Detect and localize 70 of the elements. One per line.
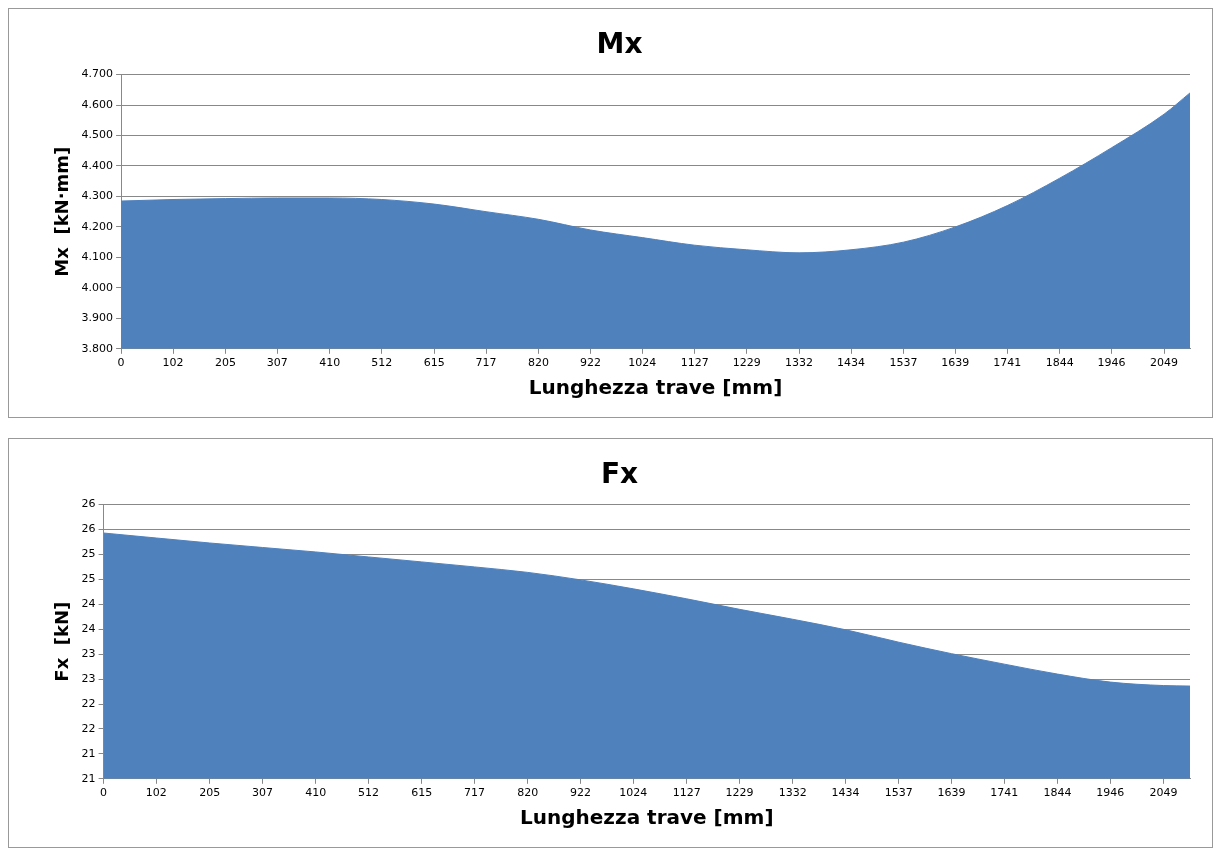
- y-tick-label: 4.500: [81, 128, 114, 142]
- x-tick-label: 1024: [619, 786, 648, 800]
- x-tick-label: 922: [570, 786, 592, 800]
- y-tick-label: 22: [81, 696, 96, 710]
- y-tick-label: 3.900: [81, 311, 114, 325]
- x-tick-label: 1844: [1043, 786, 1072, 800]
- y-tick-label: 4.000: [81, 280, 114, 294]
- y-tick-label: 4.700: [81, 67, 114, 81]
- x-tick-label: 1127: [680, 356, 709, 370]
- y-tick-label: 23: [81, 647, 96, 661]
- chart-title: Fx: [600, 457, 639, 491]
- y-tick-label: 21: [81, 771, 96, 785]
- x-tick-label: 1639: [941, 356, 970, 370]
- y-axis-title: Fx [kN]: [51, 601, 73, 682]
- x-tick-label: 102: [145, 786, 167, 800]
- x-tick-label: 820: [517, 786, 539, 800]
- x-tick-label: 0: [117, 356, 125, 370]
- y-tick-label: 25: [81, 547, 96, 561]
- x-tick-label: 307: [266, 356, 288, 370]
- y-tick-label: 26: [81, 522, 96, 536]
- x-tick-label: 922: [579, 356, 601, 370]
- x-axis-title: Lunghezza trave [mm]: [528, 375, 783, 400]
- x-tick-label: 717: [475, 356, 497, 370]
- y-tick-label: 4.100: [81, 250, 114, 264]
- x-tick-label: 1332: [785, 356, 814, 370]
- y-tick-label: 4.300: [81, 189, 114, 203]
- x-tick-label: 1844: [1045, 356, 1074, 370]
- x-tick-label: 410: [305, 786, 327, 800]
- x-tick-label: 512: [357, 786, 379, 800]
- x-tick-label: 1537: [884, 786, 913, 800]
- x-tick-label: 1024: [628, 356, 657, 370]
- x-tick-label: 410: [319, 356, 341, 370]
- x-tick-label: 1434: [837, 356, 865, 370]
- x-tick-label: 615: [423, 356, 445, 370]
- y-tick-label: 4.400: [81, 158, 114, 172]
- x-tick-label: 205: [214, 356, 236, 370]
- x-tick-label: 1639: [937, 786, 966, 800]
- y-tick-label: 4.200: [81, 219, 114, 233]
- y-tick-label: 25: [81, 572, 96, 586]
- y-tick-label: 24: [81, 597, 96, 611]
- y-tick-label: 26: [81, 497, 96, 511]
- x-tick-label: 1946: [1096, 786, 1125, 800]
- y-tick-label: 22: [81, 721, 96, 735]
- y-tick-label: 21: [81, 746, 96, 760]
- x-tick-label: 1434: [831, 786, 860, 800]
- x-axis-title: Lunghezza trave [mm]: [520, 805, 774, 830]
- x-tick-label: 820: [527, 356, 549, 370]
- x-tick-label: 102: [162, 356, 184, 370]
- x-tick-label: 1229: [732, 356, 761, 370]
- x-tick-label: 717: [464, 786, 486, 800]
- y-tick-label: 3.800: [81, 341, 114, 355]
- chart-title: Mx: [596, 27, 643, 61]
- x-tick-label: 2049: [1150, 356, 1179, 370]
- x-tick-label: 1127: [672, 786, 701, 800]
- x-tick-label: 1741: [990, 786, 1019, 800]
- x-tick-label: 1946: [1097, 356, 1126, 370]
- x-tick-label: 1537: [889, 356, 918, 370]
- x-tick-label: 512: [371, 356, 393, 370]
- x-tick-label: 0: [100, 786, 108, 800]
- x-tick-label: 1332: [778, 786, 807, 800]
- x-tick-label: 1741: [993, 356, 1022, 370]
- x-tick-label: 1229: [725, 786, 754, 800]
- x-tick-label: 205: [199, 786, 221, 800]
- x-tick-label: 307: [251, 786, 273, 800]
- y-tick-label: 4.600: [81, 97, 114, 111]
- y-axis-title: Mx [kN·mm]: [51, 146, 73, 277]
- x-tick-label: 2049: [1149, 786, 1178, 800]
- y-tick-label: 24: [81, 622, 96, 636]
- x-tick-label: 615: [411, 786, 433, 800]
- y-tick-label: 23: [81, 671, 96, 685]
